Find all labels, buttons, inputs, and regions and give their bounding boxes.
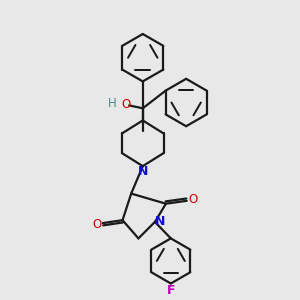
Text: N: N bbox=[138, 164, 148, 178]
Text: F: F bbox=[167, 284, 175, 297]
Text: H: H bbox=[108, 98, 117, 110]
Text: N: N bbox=[155, 215, 165, 228]
Text: O: O bbox=[92, 218, 101, 231]
Text: O: O bbox=[122, 98, 131, 111]
Text: O: O bbox=[188, 193, 198, 206]
